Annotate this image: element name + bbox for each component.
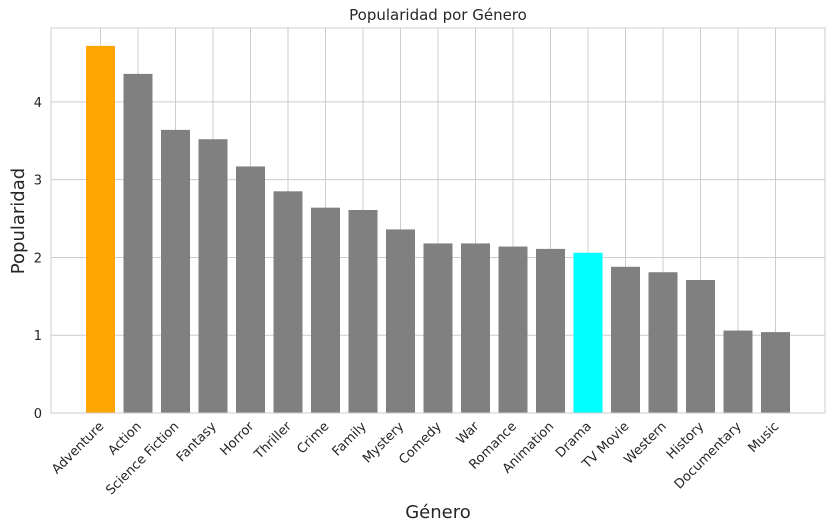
bar-drama xyxy=(573,252,603,413)
y-tick-label: 0 xyxy=(34,407,42,422)
x-tick-label: War xyxy=(454,419,483,448)
bar-mystery xyxy=(386,229,415,413)
x-tick-label: Documentary xyxy=(672,419,745,492)
chart-title: Popularidad por Género xyxy=(349,6,527,24)
bar-western xyxy=(648,272,678,413)
x-tick-label: Horror xyxy=(218,419,258,459)
x-tick-label: Fantasy xyxy=(174,419,220,465)
y-tick-label: 1 xyxy=(34,329,42,344)
bar-history xyxy=(686,280,715,413)
bar-fantasy xyxy=(198,139,228,413)
x-axis-label: Género xyxy=(405,502,471,523)
bar-crime xyxy=(311,207,340,413)
y-tick-label: 3 xyxy=(34,174,42,189)
y-tick-label: 2 xyxy=(34,251,42,266)
x-tick-label: Adventure xyxy=(49,419,107,477)
bar-comedy xyxy=(423,243,453,413)
plot-frame xyxy=(50,27,826,414)
bar-horror xyxy=(236,166,265,413)
bar-music xyxy=(761,332,790,413)
bar-animation xyxy=(536,248,565,413)
bar-adventure xyxy=(86,45,115,414)
bar-tv-movie xyxy=(611,266,640,413)
y-axis-label: Popularidad xyxy=(8,168,29,274)
x-tick-label: Music xyxy=(746,419,783,456)
y-tick-label: 4 xyxy=(34,96,42,111)
bar-documentary xyxy=(723,330,753,413)
x-tick-label: Crime xyxy=(294,419,332,457)
bar-science-fiction xyxy=(161,129,190,413)
bar-action xyxy=(123,73,153,413)
bar-war xyxy=(461,243,490,413)
bar-family xyxy=(348,210,378,413)
x-tick-label: Thriller xyxy=(251,419,295,463)
bar-thriller xyxy=(273,191,303,413)
bar-romance xyxy=(498,246,528,413)
